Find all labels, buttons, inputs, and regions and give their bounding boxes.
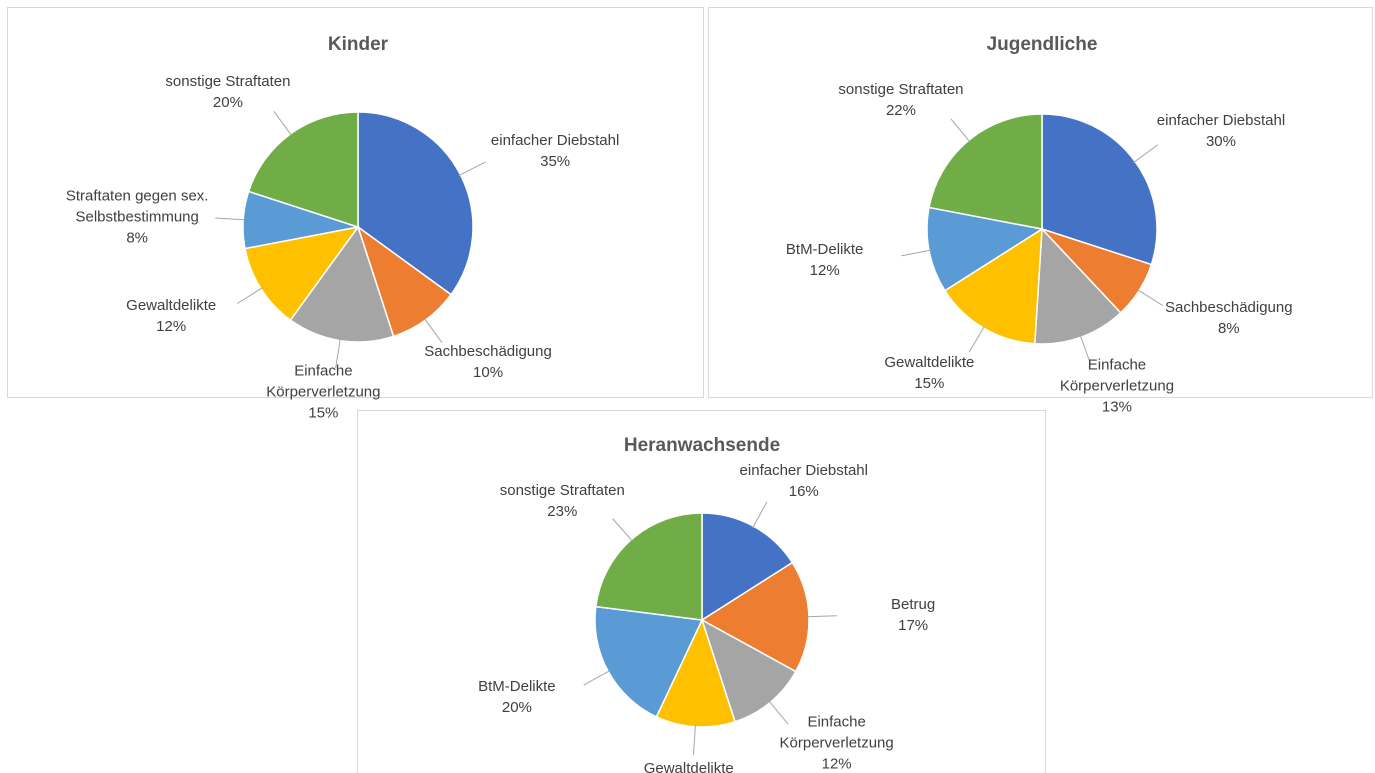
leader-line — [458, 161, 486, 177]
leader-line — [215, 217, 246, 221]
leader-line — [273, 111, 292, 136]
category-label: Einfache Körperverletzung — [779, 713, 894, 751]
leader-line — [968, 326, 985, 353]
category-label: Sachbeschädigung — [424, 343, 552, 361]
value-label: 20% — [212, 93, 243, 111]
data-label: einfacher Diebstahl 35% — [480, 130, 630, 172]
value-label: 35% — [540, 153, 571, 171]
data-label: sonstige Straftaten 20% — [153, 71, 303, 113]
category-label: Gewaltdelikte — [884, 353, 975, 371]
leader-line — [236, 287, 263, 305]
data-label: Einfache Körperverletzung 15% — [248, 360, 398, 423]
data-label: Betrug 17% — [838, 594, 988, 636]
leader-line — [901, 249, 932, 257]
value-label: 12% — [156, 318, 187, 336]
leader-line — [1133, 144, 1158, 163]
value-label: 20% — [501, 698, 532, 716]
value-label: 15% — [308, 404, 339, 422]
data-label: Gewaltdelikte 12% — [96, 295, 246, 337]
data-label: BtM-Delikte 12% — [750, 239, 900, 281]
data-label: einfacher Diebstahl 30% — [1146, 110, 1296, 152]
chart-title: Heranwachsende — [623, 435, 781, 456]
value-label: 12% — [809, 262, 840, 280]
category-label: Betrug — [891, 596, 936, 613]
data-label: Straftaten gegen sex. Selbstbestimmung 8% — [62, 185, 212, 248]
category-label: Gewaltdelikte — [126, 297, 217, 315]
leader-line — [752, 501, 768, 529]
data-label: sonstige Straftaten 23% — [487, 480, 637, 522]
value-label: 15% — [914, 374, 945, 392]
category-label: Straftaten gegen sex. Selbstbestimmung — [65, 187, 209, 225]
data-label: Sachbeschädigung 8% — [1154, 297, 1304, 339]
chart-title: Kinder — [327, 34, 389, 55]
chart-frame — [7, 7, 704, 398]
category-label: Gewaltdelikte — [643, 759, 734, 773]
category-label: einfacher Diebstahl — [1156, 111, 1286, 129]
value-label: 10% — [473, 364, 504, 382]
leader-line — [1137, 289, 1164, 307]
leader-line — [950, 118, 971, 143]
value-label: 13% — [1101, 398, 1132, 416]
pie-slice — [595, 512, 703, 621]
leader-line — [335, 338, 341, 369]
category-label: Sachbeschädigung — [1164, 299, 1293, 317]
category-label: sonstige Straftaten — [499, 481, 625, 499]
category-label: BtM-Delikte — [478, 677, 556, 695]
value-label: 8% — [126, 229, 149, 246]
category-label: sonstige Straftaten — [165, 72, 291, 90]
leader-line — [424, 318, 443, 343]
value-label: 23% — [547, 502, 578, 520]
value-label: 17% — [898, 617, 929, 634]
chart-frame — [708, 7, 1373, 398]
category-label: Einfache Körperverletzung — [1059, 356, 1175, 395]
leader-line — [612, 518, 633, 542]
data-label: Einfache Körperverletzung 13% — [1042, 355, 1192, 418]
value-label: 16% — [788, 482, 819, 500]
value-label: 12% — [821, 755, 852, 772]
category-label: BtM-Delikte — [785, 241, 864, 259]
data-label: einfacher Diebstahl 16% — [729, 460, 879, 502]
data-label: Gewaltdelikte 15% — [854, 352, 1004, 394]
leader-line — [583, 670, 611, 686]
leader-line — [693, 724, 696, 755]
data-label: BtM-Delikte 20% — [442, 676, 592, 718]
category-label: sonstige Straftaten — [838, 81, 964, 99]
leader-line — [768, 700, 789, 725]
data-label: Einfache Körperverletzung 12% — [762, 711, 912, 773]
leader-line — [806, 615, 837, 618]
leader-line — [1079, 335, 1091, 364]
chart-frame — [357, 410, 1046, 773]
value-label: 22% — [885, 102, 916, 120]
value-label: 30% — [1205, 132, 1236, 150]
data-label: Sachbeschädigung 10% — [413, 341, 563, 383]
data-label: sonstige Straftaten 22% — [826, 79, 976, 121]
chart-title: Jugendliche — [986, 34, 1098, 55]
category-label: Einfache Körperverletzung — [266, 362, 381, 401]
category-label: einfacher Diebstahl — [739, 461, 868, 479]
value-label: 8% — [1217, 320, 1240, 338]
category-label: einfacher Diebstahl — [490, 132, 620, 150]
